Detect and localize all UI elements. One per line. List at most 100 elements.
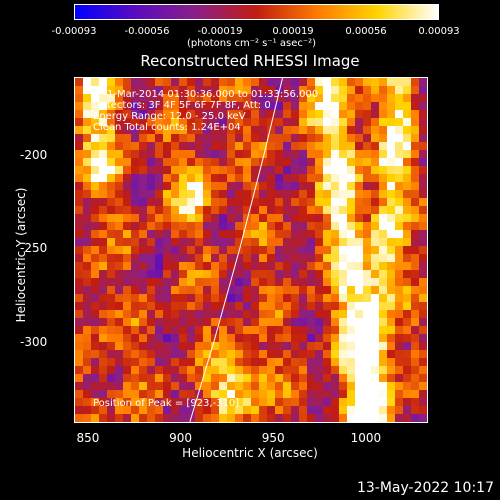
heatmap-cell xyxy=(379,414,388,422)
heatmap-cell xyxy=(139,246,148,255)
heatmap-cell xyxy=(83,150,92,159)
heatmap-cell xyxy=(363,342,372,351)
heatmap-cell xyxy=(219,310,228,319)
heatmap-cell xyxy=(251,142,260,151)
heatmap-cell xyxy=(323,190,332,199)
heatmap-cell xyxy=(291,94,300,103)
heatmap-cell xyxy=(275,198,284,207)
heatmap-cell xyxy=(203,342,212,351)
heatmap-cell xyxy=(267,294,276,303)
heatmap-cell xyxy=(331,78,340,87)
heatmap-cell xyxy=(355,254,364,263)
heatmap-cell xyxy=(291,118,300,127)
heatmap-cell xyxy=(123,326,132,335)
heatmap-cell xyxy=(379,278,388,287)
heatmap-cell xyxy=(347,230,356,239)
heatmap-cell xyxy=(131,150,140,159)
heatmap-cell xyxy=(339,374,348,383)
heatmap-cell xyxy=(363,374,372,383)
heatmap-cell xyxy=(147,174,156,183)
heatmap-cell xyxy=(235,150,244,159)
heatmap-cell xyxy=(83,262,92,271)
heatmap-cell xyxy=(411,326,420,335)
heatmap-cell xyxy=(195,150,204,159)
heatmap-cell xyxy=(195,398,204,407)
colorbar-tick-label: 0.00093 xyxy=(418,26,460,37)
heatmap-cell xyxy=(371,342,380,351)
heatmap-cell xyxy=(363,118,372,127)
heatmap-cell xyxy=(227,206,236,215)
heatmap-cell xyxy=(115,350,124,359)
heatmap-cell xyxy=(331,278,340,287)
heatmap-cell xyxy=(291,182,300,191)
heatmap-cell xyxy=(259,86,268,95)
heatmap-cell xyxy=(331,326,340,335)
heatmap-cell xyxy=(291,190,300,199)
heatmap-cell xyxy=(387,358,396,367)
heatmap-cell xyxy=(347,206,356,215)
heatmap-cell xyxy=(203,94,212,103)
heatmap-cell xyxy=(387,134,396,143)
heatmap-cell xyxy=(267,398,276,407)
heatmap-cell xyxy=(323,166,332,175)
heatmap-cell xyxy=(75,270,84,279)
heatmap-cell xyxy=(99,174,108,183)
heatmap-cell xyxy=(283,318,292,327)
heatmap-cell xyxy=(339,398,348,407)
heatmap-cell xyxy=(395,102,404,111)
heatmap-cell xyxy=(363,158,372,167)
heatmap-cell xyxy=(99,110,108,119)
heatmap-cell xyxy=(275,262,284,271)
heatmap-cell xyxy=(195,366,204,375)
heatmap-cell xyxy=(371,374,380,383)
heatmap-cell xyxy=(195,238,204,247)
heatmap-cell xyxy=(299,174,308,183)
heatmap-cell xyxy=(331,134,340,143)
heatmap-cell xyxy=(139,406,148,415)
heatmap-cell xyxy=(83,198,92,207)
x-tick-label: 900 xyxy=(169,431,193,445)
heatmap-cell xyxy=(187,142,196,151)
heatmap-cell xyxy=(283,310,292,319)
heatmap-cell xyxy=(91,278,100,287)
heatmap-cell xyxy=(211,206,220,215)
heatmap-cell xyxy=(355,158,364,167)
heatmap-cell xyxy=(331,174,340,183)
heatmap-cell xyxy=(195,350,204,359)
heatmap-cell xyxy=(299,254,308,263)
heatmap-cell xyxy=(75,198,84,207)
heatmap-cell xyxy=(171,174,180,183)
heatmap-cell xyxy=(251,334,260,343)
heatmap-cell xyxy=(131,86,140,95)
heatmap-cell xyxy=(91,294,100,303)
heatmap-cell xyxy=(307,198,316,207)
heatmap-cell xyxy=(219,406,228,415)
heatmap-cell xyxy=(379,142,388,151)
heatmap-cell xyxy=(283,94,292,103)
heatmap-cell xyxy=(115,262,124,271)
heatmap-cell xyxy=(307,86,316,95)
heatmap-cell xyxy=(91,390,100,399)
heatmap-cell xyxy=(387,78,396,87)
heatmap-cell xyxy=(291,342,300,351)
heatmap-cell xyxy=(139,374,148,383)
heatmap-cell xyxy=(107,358,116,367)
y-tick-label: -300 xyxy=(20,334,48,349)
heatmap-cell xyxy=(275,254,284,263)
heatmap-cell xyxy=(91,86,100,95)
heatmap-cell xyxy=(123,254,132,263)
heatmap-cell xyxy=(83,406,92,415)
heatmap-cell xyxy=(91,150,100,159)
heatmap-cell xyxy=(347,390,356,399)
heatmap-cell xyxy=(299,102,308,111)
heatmap-cell xyxy=(315,78,324,87)
heatmap-cell xyxy=(163,230,172,239)
heatmap-cell xyxy=(355,382,364,391)
heatmap-cell xyxy=(195,174,204,183)
heatmap-cell xyxy=(91,126,100,135)
heatmap-cell xyxy=(323,86,332,95)
heatmap-cell xyxy=(347,302,356,311)
heatmap-cell xyxy=(107,222,116,231)
heatmap-cell xyxy=(419,374,427,383)
heatmap-cell xyxy=(339,86,348,95)
